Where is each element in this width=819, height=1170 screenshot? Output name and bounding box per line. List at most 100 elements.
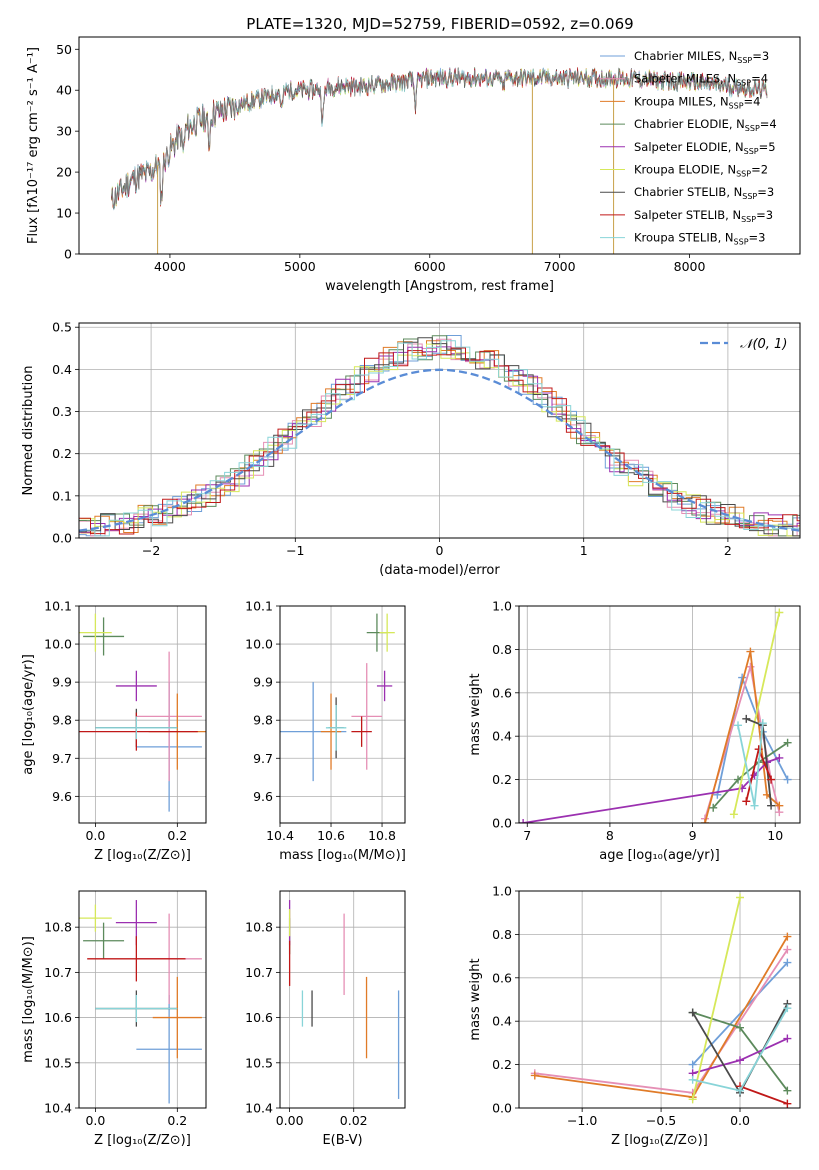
y-tick-label: 0.2 <box>492 1057 512 1072</box>
y-tick-label: 50 <box>56 42 72 57</box>
x-tick-label: 0 <box>436 543 444 558</box>
x-tick-label: 10 <box>767 828 783 843</box>
panel-massweight-vs-Z: −1.0 −0.5 0.0 0.0 0.2 0.4 0.6 0.8 1.0 Z [log₁₀(Z/… <box>468 884 801 1148</box>
x-tick-label: 6000 <box>414 259 446 274</box>
x-tick-label: 4000 <box>154 259 186 274</box>
series-marker-kroupa-miles <box>530 1071 539 1080</box>
y-tick-label: 10.6 <box>245 1010 273 1025</box>
series-marker-salpeter-stelib <box>754 745 763 754</box>
legend-subscript: SSP <box>741 215 756 224</box>
y-axis-label: mass weight <box>468 958 483 1040</box>
panel-massweight-vs-age: 7 8 9 10 0.0 0.2 0.4 0.6 0.8 1.0 age [log₁₀(age/yr… <box>468 599 801 863</box>
axes-frame <box>518 890 801 1109</box>
axes-frame <box>78 322 801 539</box>
legend-suffix: =3 <box>756 208 773 222</box>
y-tick-label: 40 <box>56 83 72 98</box>
legend-subscript: SSP <box>742 192 757 201</box>
legend-suffix: =4 <box>744 94 761 108</box>
legend-subscript: SSP <box>744 147 759 156</box>
plot-area <box>111 66 768 254</box>
y-tick-label: 0.1 <box>52 488 72 503</box>
legend-label: Kroupa ELODIE, N <box>634 163 736 177</box>
y-tick-label: 10.7 <box>245 965 273 980</box>
y-tick-label: 9.6 <box>253 789 273 804</box>
series-line-kroupa-elodie <box>691 897 741 1100</box>
y-tick-label: 1.0 <box>492 599 512 614</box>
legend-suffix: =3 <box>749 231 766 245</box>
series-marker-chabrier-elodie <box>734 775 743 784</box>
legend-label: Salpeter STELIB, N <box>634 208 741 222</box>
y-tick-label: 10.8 <box>44 920 72 935</box>
x-tick-label: −1 <box>286 543 304 558</box>
series-marker-kroupa-stelib <box>688 1075 697 1084</box>
panel-residuals: −2 −1 0 1 2 0.0 0.1 0.2 0.3 0.4 0.5 (data-model)/er… <box>21 320 801 578</box>
series-marker-chabrier-elodie <box>709 803 718 812</box>
histogram-chabrier-stelib <box>79 337 800 537</box>
series-marker-kroupa-elodie <box>736 893 745 902</box>
legend-suffix: =4 <box>751 72 768 86</box>
legend-label: Chabrier STELIB, N <box>634 185 742 199</box>
x-tick-label: 0.02 <box>340 1113 368 1128</box>
x-tick-label: 9 <box>689 828 697 843</box>
x-tick-label: 0.2 <box>167 828 187 843</box>
y-tick-label: 0.5 <box>52 320 72 335</box>
series-marker-chabrier-stelib <box>742 714 751 723</box>
y-tick-label: 0.0 <box>52 531 72 546</box>
legend-label: Salpeter MILES, N <box>634 72 736 86</box>
y-tick-label: 0.8 <box>492 642 512 657</box>
x-axis-label: wavelength [Angstrom, rest frame] <box>325 279 554 294</box>
series-line-chabrier-miles <box>692 961 789 1066</box>
y-tick-label: 10.6 <box>44 1010 72 1025</box>
axes-frame <box>78 36 801 255</box>
x-tick-label: 0.0 <box>730 1113 750 1128</box>
series-marker-chabrier-miles <box>688 1060 697 1069</box>
series-line-salpeter-elodie <box>522 757 780 823</box>
axes-frame <box>279 890 406 1109</box>
y-axis-label: Normed distribution <box>21 366 36 496</box>
series-marker-salpeter-elodie <box>775 753 784 762</box>
series-marker-chabrier-miles <box>783 775 792 784</box>
figure-title: PLATE=1320, MJD=52759, FIBERID=0592, z=0… <box>246 15 633 33</box>
y-tick-label: 0.4 <box>492 1014 512 1029</box>
series-marker-chabrier-elodie <box>783 738 792 747</box>
x-tick-label: 7000 <box>544 259 576 274</box>
axes-frame <box>279 605 406 824</box>
series-marker-chabrier-stelib <box>688 1008 697 1017</box>
y-tick-label: 1.0 <box>492 884 512 899</box>
legend-suffix: =3 <box>752 49 769 63</box>
x-tick-label: 10.4 <box>266 828 294 843</box>
legend-subscript: SSP <box>736 170 751 179</box>
series-marker-salpeter-elodie <box>783 1034 792 1043</box>
y-tick-label: 0.4 <box>492 729 512 744</box>
series-marker-salpeter-miles <box>746 662 755 671</box>
x-tick-label: 5000 <box>284 259 316 274</box>
series-line-salpeter-stelib <box>739 1085 788 1105</box>
y-tick-label: 0.6 <box>492 970 512 985</box>
legend-suffix: =2 <box>751 163 768 177</box>
y-tick-label: 0.0 <box>492 1101 512 1116</box>
legend-entry: 𝒩(0, 1) <box>740 337 787 352</box>
spectrum-data-line <box>111 70 768 209</box>
x-axis-label: (data-model)/error <box>379 563 500 578</box>
y-axis-label: age [log₁₀(age/yr)] <box>21 654 36 775</box>
legend-entry: Chabrier STELIB, NSSP=3 <box>634 185 774 201</box>
x-axis-label: age [log₁₀(age/yr)] <box>599 848 720 863</box>
series-marker-salpeter-miles <box>783 945 792 954</box>
x-tick-label: 2 <box>724 543 732 558</box>
x-axis-label: Z [log₁₀(Z/Z⊙)] <box>94 848 191 863</box>
series-marker-kroupa-elodie <box>729 810 738 819</box>
legend-subscript: SSP <box>737 56 752 65</box>
series-marker-chabrier-miles <box>783 958 792 967</box>
x-tick-label: 7 <box>523 828 531 843</box>
x-tick-label: 0.0 <box>85 828 105 843</box>
y-tick-label: 20 <box>56 165 72 180</box>
y-tick-label: 10.0 <box>44 637 72 652</box>
series-marker-kroupa-stelib <box>734 721 743 730</box>
y-tick-label: 0.2 <box>492 772 512 787</box>
x-tick-label: 1 <box>580 543 588 558</box>
legend-entry: Chabrier ELODIE, NSSP=4 <box>634 117 777 133</box>
y-tick-label: 9.8 <box>52 713 72 728</box>
y-tick-label: 10.4 <box>44 1101 72 1116</box>
x-axis-label: Z [log₁₀(Z/Z⊙)] <box>611 1133 708 1148</box>
y-tick-label: 10.1 <box>44 599 72 614</box>
